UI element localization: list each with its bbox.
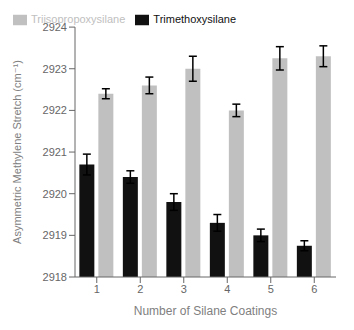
svg-text:Asymmetric Methylene Stretch (: Asymmetric Methylene Stretch (cm⁻¹) bbox=[11, 60, 23, 244]
svg-text:Number of Silane Coatings: Number of Silane Coatings bbox=[134, 304, 277, 318]
svg-text:2919: 2919 bbox=[43, 229, 67, 241]
svg-text:2921: 2921 bbox=[43, 146, 67, 158]
svg-text:4: 4 bbox=[224, 283, 230, 295]
svg-text:2923: 2923 bbox=[43, 63, 67, 75]
svg-text:2918: 2918 bbox=[43, 271, 67, 283]
svg-text:5: 5 bbox=[268, 283, 274, 295]
svg-text:2: 2 bbox=[137, 283, 143, 295]
svg-text:3: 3 bbox=[181, 283, 187, 295]
svg-text:2922: 2922 bbox=[43, 104, 67, 116]
svg-text:6: 6 bbox=[311, 283, 317, 295]
svg-text:2924: 2924 bbox=[43, 21, 67, 33]
svg-text:1: 1 bbox=[94, 283, 100, 295]
svg-text:2920: 2920 bbox=[43, 188, 67, 200]
